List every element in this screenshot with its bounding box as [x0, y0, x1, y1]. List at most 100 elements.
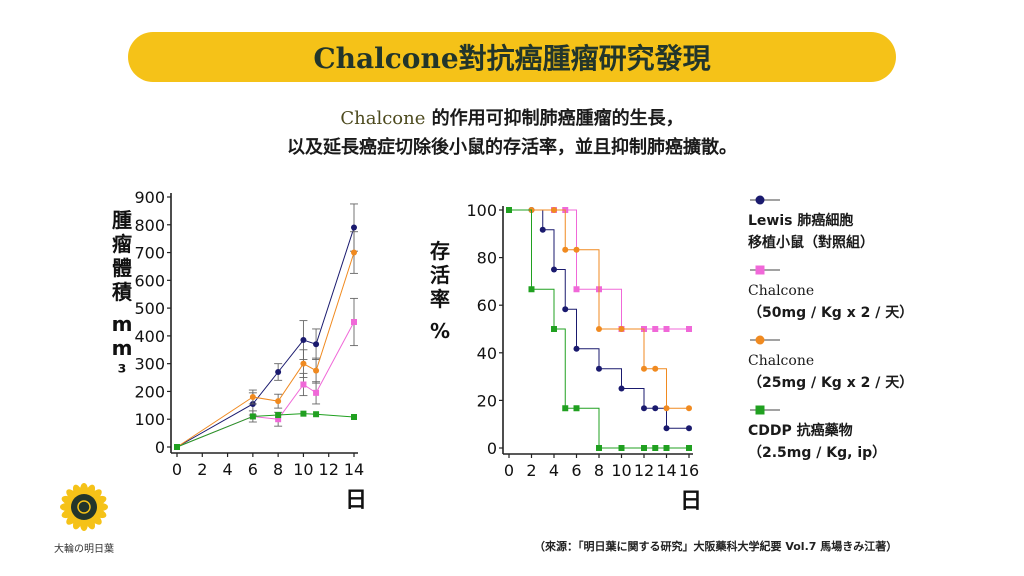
- data-point: [686, 425, 692, 432]
- y-tick-label: 0: [155, 438, 165, 457]
- data-point: [663, 425, 670, 432]
- y-tick-label: 700: [134, 244, 165, 263]
- data-point: [652, 445, 659, 451]
- series-line: [176, 227, 355, 448]
- data-point: [313, 389, 320, 396]
- logo-center: [71, 494, 97, 520]
- data-point: [573, 286, 580, 293]
- data-point: [249, 413, 256, 420]
- x-tick-label: 2: [197, 460, 207, 479]
- y-axis-title: 存活率%: [430, 239, 450, 343]
- y-axis-title-char: 存: [430, 239, 450, 263]
- data-point: [596, 365, 602, 372]
- data-point: [663, 326, 670, 332]
- legend-symbol: [750, 405, 780, 415]
- y-tick-label: 900: [134, 188, 165, 207]
- data-point: [351, 249, 357, 256]
- y-tick-label: 100: [134, 410, 165, 429]
- x-tick-label: 6: [248, 460, 258, 479]
- data-point: [528, 286, 535, 293]
- y-tick-label: 500: [134, 299, 165, 318]
- x-tick-label: 14: [656, 461, 676, 480]
- legend-item: CDDP 抗癌藥物 （2.5mg / Kg, ip）: [748, 400, 1008, 464]
- legend-symbol: [750, 195, 780, 205]
- legend-marker: [755, 265, 765, 275]
- data-point: [551, 207, 557, 213]
- data-point: [596, 445, 602, 451]
- x-tick-label: 12: [634, 461, 654, 480]
- x-tick-label: 8: [594, 461, 604, 480]
- y-tick-label: 60: [477, 296, 497, 315]
- y-axis-title-char: 積: [112, 280, 133, 304]
- data-point: [641, 405, 647, 412]
- y-axis-title-char: m: [112, 312, 133, 336]
- legend-label-line-1: CDDP 抗癌藥物: [748, 423, 853, 439]
- data-point: [596, 326, 602, 332]
- data-point: [551, 266, 557, 273]
- data-point: [275, 369, 282, 375]
- data-point: [573, 345, 580, 352]
- data-point: [539, 226, 546, 233]
- legend-label-line-1: Chalcone: [748, 353, 815, 369]
- legend-symbol: [750, 335, 780, 345]
- x-tick-label: 4: [549, 461, 559, 480]
- legend-marker: [755, 335, 765, 345]
- y-tick-label: 0: [487, 439, 497, 458]
- data-point: [686, 445, 692, 451]
- data-point: [174, 444, 180, 450]
- data-point: [313, 341, 320, 348]
- x-axis-title: 日: [680, 489, 702, 514]
- legend-item: Chalcone （50mg / Kg x 2 / 天）: [748, 260, 1008, 324]
- y-tick-label: 40: [477, 344, 497, 363]
- x-tick-label: 0: [172, 460, 182, 479]
- data-point: [562, 405, 569, 412]
- data-point: [351, 414, 357, 420]
- legend: Lewis 肺癌細胞移植小鼠（對照組） Chalcone （50mg / Kg x …: [748, 190, 1008, 470]
- y-axis-title-char: 率: [430, 287, 450, 311]
- x-tick-label: 10: [293, 460, 313, 479]
- sunflower-logo-icon: [60, 483, 108, 531]
- legend-label-line-2: 移植小鼠（對照組）: [748, 235, 874, 251]
- data-point: [300, 360, 307, 367]
- data-point: [618, 445, 625, 451]
- series-3: [174, 410, 357, 450]
- x-tick-label: 4: [222, 460, 232, 479]
- y-tick-label: 200: [134, 382, 165, 401]
- data-point: [562, 306, 569, 313]
- series-line: [509, 209, 689, 409]
- legend-label-line-1: Chalcone: [748, 283, 815, 299]
- logo-petal: [85, 516, 96, 530]
- series-line: [176, 321, 355, 448]
- logo-center-ring: [77, 500, 91, 514]
- data-point: [573, 246, 580, 253]
- y-tick-label: 400: [134, 327, 165, 346]
- subtitle-line-2: 以及延長癌症切除後小鼠的存活率，並且抑制肺癌擴散。: [287, 137, 737, 158]
- logo-petal: [61, 508, 75, 519]
- series-line: [176, 252, 355, 448]
- x-tick-label: 12: [319, 460, 339, 479]
- x-axis-title: 日: [345, 488, 367, 513]
- subtitle-line-1-text: 的作用可抑制肺癌腫瘤的生長，: [425, 108, 684, 129]
- page-title: Chalcone對抗癌腫瘤研究發現: [313, 42, 711, 75]
- data-point: [641, 365, 647, 372]
- legend-label-line-2: （50mg / Kg x 2 / 天）: [748, 305, 914, 321]
- series-1: [174, 297, 358, 450]
- legend-symbol: [750, 265, 780, 275]
- title-banner: Chalcone對抗癌腫瘤研究發現: [128, 32, 896, 82]
- y-tick-label: 300: [134, 355, 165, 374]
- data-point: [249, 394, 256, 400]
- data-point: [351, 224, 357, 231]
- data-point: [686, 405, 692, 412]
- legend-label-line-1: Lewis 肺癌細胞: [748, 213, 854, 229]
- data-point: [663, 405, 670, 412]
- data-point: [618, 385, 625, 392]
- subtitle-line-1: Chalcone 的作用可抑制肺癌腫瘤的生長，: [0, 104, 1024, 130]
- x-tick-label: 6: [571, 461, 581, 480]
- y-axis-title-char: %: [430, 319, 450, 343]
- legend-marker: [755, 195, 765, 205]
- data-point: [652, 365, 659, 372]
- legend-label-line-2: （25mg / Kg x 2 / 天）: [748, 375, 914, 391]
- y-tick-label: 600: [134, 271, 165, 290]
